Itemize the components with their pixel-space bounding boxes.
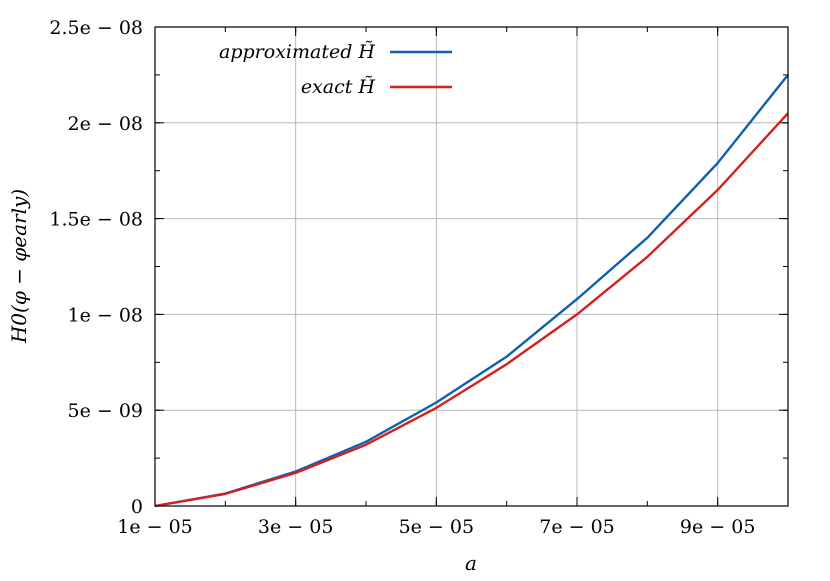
series-line-exact xyxy=(154,112,789,508)
legend: approximated H̃ exact H̃ xyxy=(219,41,452,98)
x-axis-label: a xyxy=(465,551,477,575)
y-tick-label: 5e − 09 xyxy=(67,400,143,422)
y-tick-label: 2e − 08 xyxy=(67,113,143,135)
x-tick-label: 7e − 05 xyxy=(539,516,615,538)
x-tick-label: 5e − 05 xyxy=(399,516,475,538)
x-tick-label: 1e − 05 xyxy=(117,516,193,538)
x-tick-label: 9e − 05 xyxy=(680,516,756,538)
legend-label: exact H̃ xyxy=(301,76,376,98)
y-tick-label: 1e − 08 xyxy=(67,304,143,326)
y-tick-label: 0 xyxy=(131,496,143,518)
legend-label: approximated H̃ xyxy=(219,41,375,63)
data-series xyxy=(154,74,789,508)
y-axis-label: H0(φ − φearly) xyxy=(7,189,31,344)
grid-lines xyxy=(155,27,788,506)
x-tick-labels: 1e − 05 3e − 05 5e − 05 7e − 05 9e − 05 xyxy=(117,516,755,538)
y-tick-labels: 0 5e − 09 1e − 08 1.5e − 08 2e − 08 2.5e − 08 xyxy=(49,17,143,518)
x-tick-label: 3e − 05 xyxy=(258,516,334,538)
axis-ticks xyxy=(154,26,789,507)
series-line-approximated xyxy=(154,74,789,508)
plot-frame xyxy=(154,26,789,507)
y-tick-label: 1.5e − 08 xyxy=(49,209,143,231)
y-tick-label: 2.5e − 08 xyxy=(49,17,143,39)
